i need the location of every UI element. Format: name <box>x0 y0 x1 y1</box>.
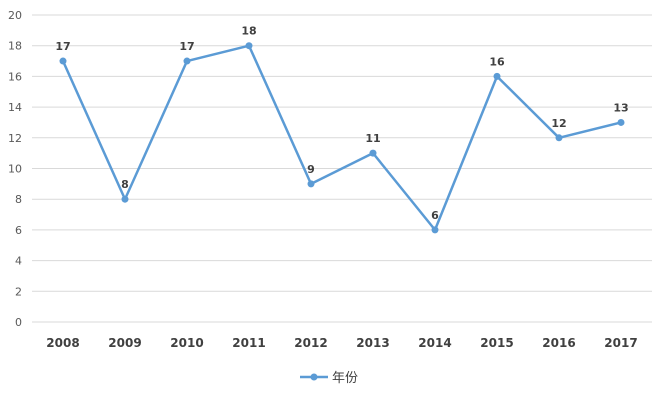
data-point <box>431 226 439 234</box>
data-point <box>369 149 377 157</box>
data-point <box>555 134 563 142</box>
y-tick-label: 8 <box>15 193 22 206</box>
x-tick-label: 2017 <box>604 336 637 350</box>
data-label: 17 <box>55 40 70 53</box>
x-tick-label: 2008 <box>46 336 79 350</box>
legend-label: 年份 <box>332 371 358 386</box>
y-tick-label: 6 <box>15 224 22 237</box>
series-group: 17 8 17 18 9 11 6 16 12 13 <box>55 25 629 234</box>
x-tick-label: 2012 <box>294 336 327 350</box>
x-tick-label: 2015 <box>480 336 513 350</box>
y-axis: 0 2 4 6 8 10 12 14 16 18 20 <box>8 9 22 329</box>
data-label: 6 <box>431 209 439 222</box>
legend-marker <box>310 373 318 381</box>
x-tick-label: 2009 <box>108 336 141 350</box>
data-label: 16 <box>489 55 505 68</box>
series-line <box>61 44 623 232</box>
data-label: 8 <box>121 178 129 191</box>
y-tick-label: 10 <box>8 163 22 176</box>
data-label: 13 <box>613 101 628 114</box>
data-label: 12 <box>551 117 566 130</box>
x-tick-label: 2013 <box>356 336 389 350</box>
x-tick-label: 2011 <box>232 336 265 350</box>
data-point <box>617 118 625 126</box>
y-tick-label: 16 <box>8 70 22 83</box>
x-axis: 2008 2009 2010 2011 2012 2013 2014 2015 2016 2017 <box>46 336 637 350</box>
y-tick-label: 2 <box>15 285 22 298</box>
y-tick-label: 20 <box>8 9 22 22</box>
y-tick-label: 4 <box>15 255 22 268</box>
data-point <box>121 195 129 203</box>
y-tick-label: 12 <box>8 132 22 145</box>
x-tick-label: 2010 <box>170 336 203 350</box>
legend: 年份 <box>300 371 358 386</box>
data-label: 18 <box>241 25 256 38</box>
data-point <box>307 180 315 188</box>
data-label: 11 <box>365 132 380 145</box>
data-point <box>59 57 67 65</box>
x-tick-label: 2016 <box>542 336 575 350</box>
data-point <box>493 72 501 80</box>
data-label: 9 <box>307 163 315 176</box>
data-label: 17 <box>179 40 194 53</box>
y-tick-label: 0 <box>15 316 22 329</box>
data-point <box>183 57 191 65</box>
y-tick-label: 18 <box>8 40 22 53</box>
y-tick-label: 14 <box>8 101 22 114</box>
x-tick-label: 2014 <box>418 336 451 350</box>
data-point <box>245 42 253 50</box>
